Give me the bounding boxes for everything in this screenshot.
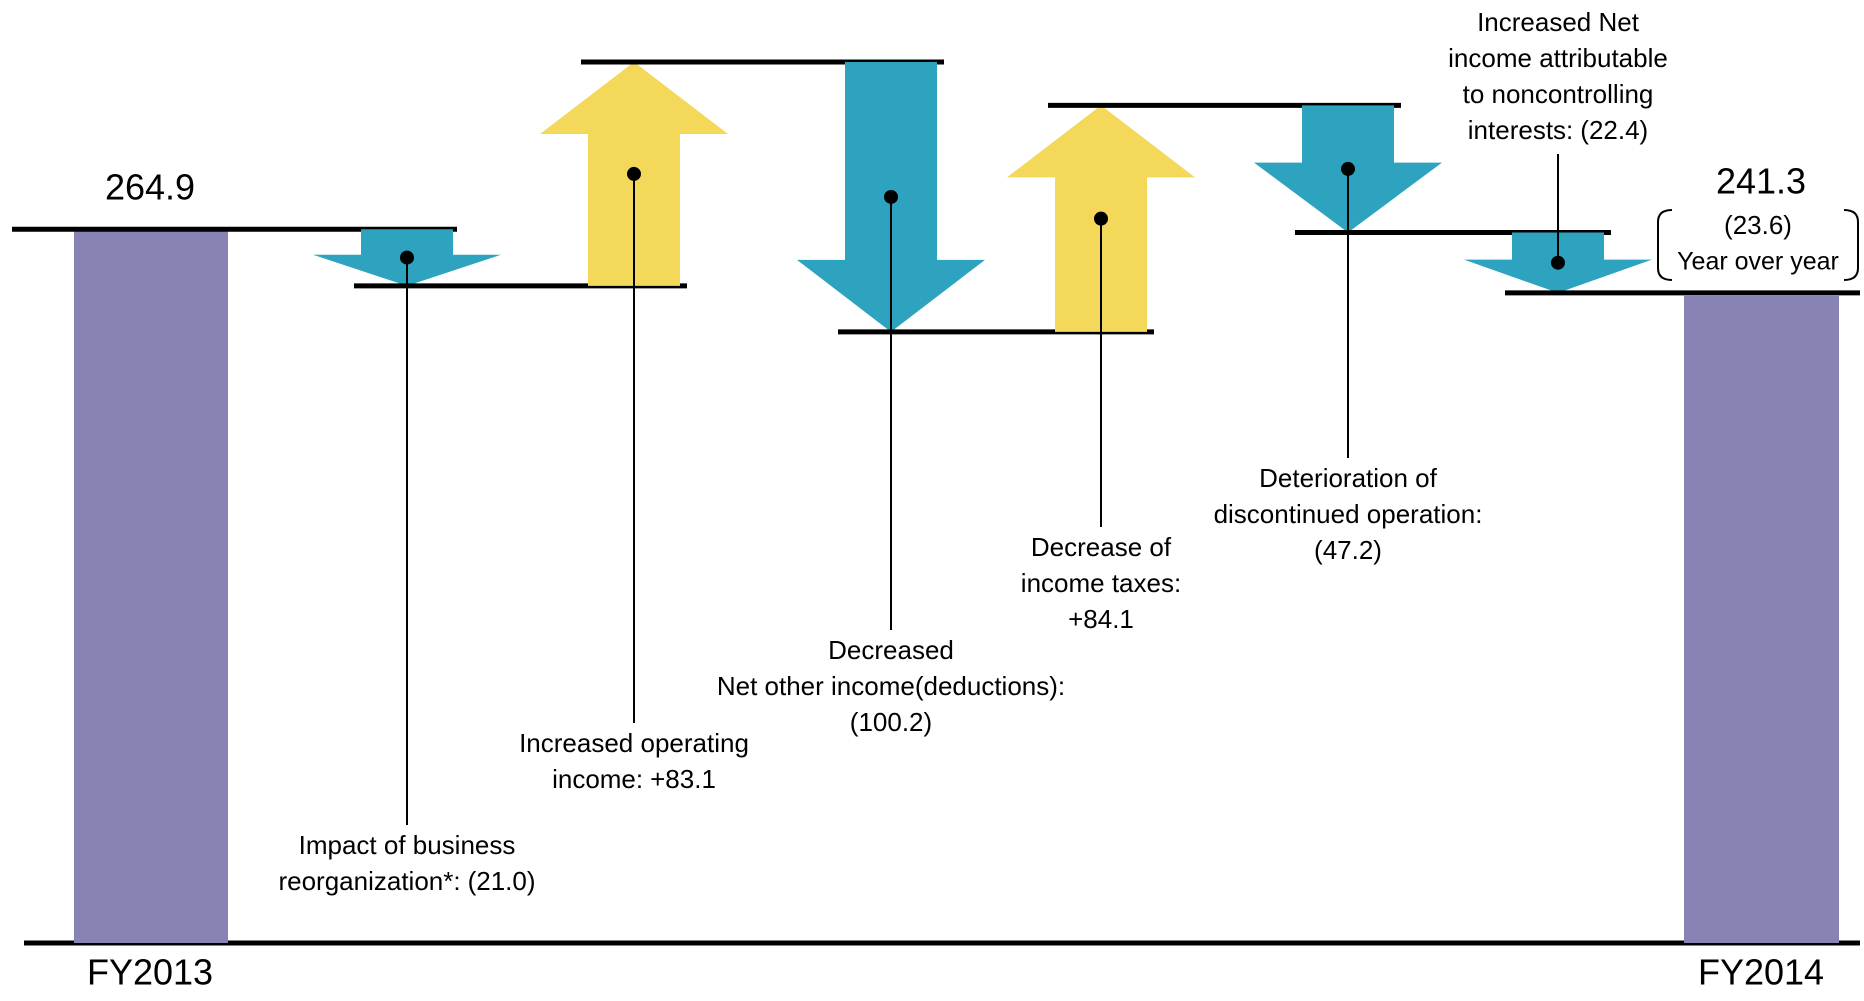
step-label-text: income attributable bbox=[1448, 43, 1668, 73]
start-value: 264.9 bbox=[105, 167, 195, 208]
step-label-text: to noncontrolling bbox=[1463, 79, 1654, 109]
leader-dot bbox=[884, 189, 898, 204]
total-bar bbox=[74, 229, 228, 944]
step-label: Impact of business bbox=[299, 830, 516, 860]
step-label: Increased Net bbox=[1477, 7, 1640, 37]
step-label: Decreased bbox=[828, 635, 954, 665]
step-label: Net other income(deductions): bbox=[717, 671, 1065, 701]
step-label-text: Net other income(deductions): bbox=[717, 671, 1065, 701]
step-label: Decrease of bbox=[1031, 532, 1172, 562]
step-label-text: income taxes: bbox=[1021, 568, 1181, 598]
step-label-text: Deterioration of bbox=[1259, 463, 1438, 493]
change-label: Year over year bbox=[1677, 248, 1839, 276]
start-label: FY2013 bbox=[87, 952, 213, 993]
change-value: (23.6) bbox=[1724, 210, 1792, 240]
step-label-text: Decreased bbox=[828, 635, 954, 665]
step-value: (21.0) bbox=[468, 866, 536, 896]
step-label-text: discontinued operation: bbox=[1214, 499, 1483, 529]
step-label: reorganization*: (21.0) bbox=[278, 866, 535, 896]
step-value: +83.1 bbox=[650, 764, 716, 794]
step-label-text: Increased operating bbox=[519, 728, 749, 758]
step-label: income: +83.1 bbox=[552, 764, 716, 794]
end-label: FY2014 bbox=[1698, 952, 1824, 993]
leader-dot bbox=[1551, 255, 1565, 270]
step-label: income attributable bbox=[1448, 43, 1668, 73]
step-label-text: Decrease of bbox=[1031, 532, 1172, 562]
step-label-text: Impact of business bbox=[299, 830, 516, 860]
leader-dot bbox=[1094, 211, 1108, 226]
leader-dot bbox=[400, 250, 414, 265]
leader-dot bbox=[627, 166, 641, 181]
step-value: (100.2) bbox=[850, 707, 932, 737]
step-value: +84.1 bbox=[1068, 604, 1134, 634]
bracket bbox=[1657, 209, 1859, 281]
total-bar bbox=[1684, 295, 1839, 943]
step-value: (22.4) bbox=[1580, 115, 1648, 145]
leader-dot bbox=[1341, 161, 1355, 176]
step-label-text: Increased Net bbox=[1477, 7, 1640, 37]
step-label: interests: (22.4) bbox=[1468, 115, 1648, 145]
step-label-text: reorganization*: bbox=[278, 866, 460, 896]
step-label: discontinued operation: bbox=[1214, 499, 1483, 529]
step-value: (47.2) bbox=[1314, 535, 1382, 565]
step-label: Increased operating bbox=[519, 728, 749, 758]
step-label: to noncontrolling bbox=[1463, 79, 1654, 109]
step-label-text: interests: bbox=[1468, 115, 1574, 145]
step-label: Deterioration of bbox=[1259, 463, 1438, 493]
step-label-text: income: bbox=[552, 764, 643, 794]
end-value: 241.3 bbox=[1716, 161, 1806, 202]
step-label: income taxes: bbox=[1021, 568, 1181, 598]
